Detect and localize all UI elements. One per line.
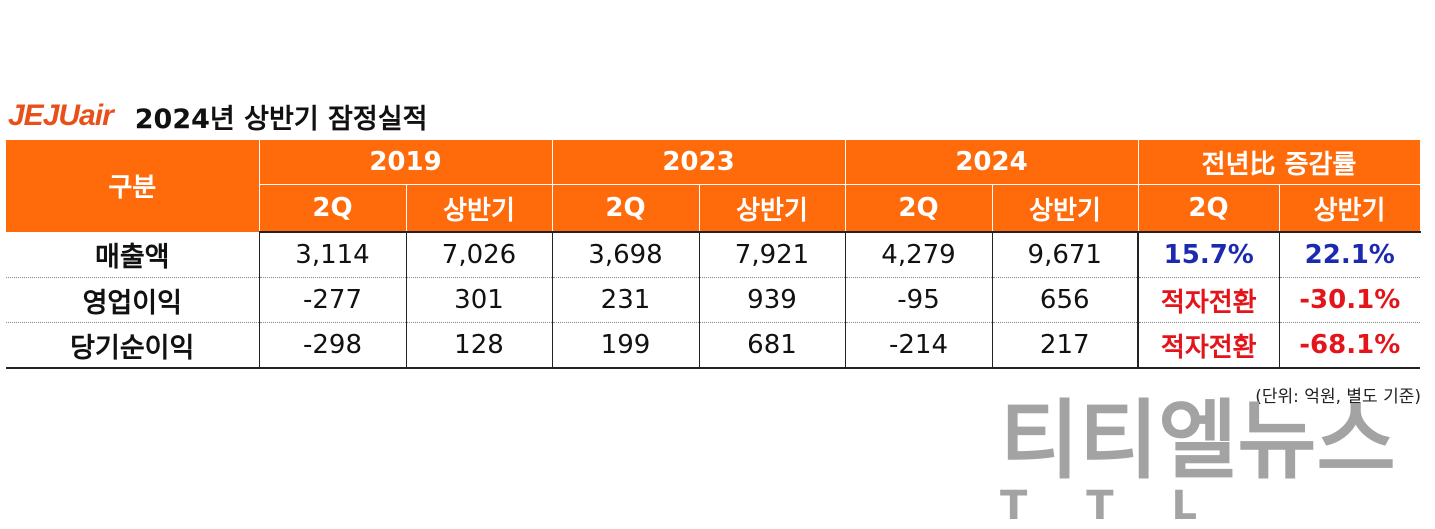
subheader-2024-half: 상반기 xyxy=(991,184,1139,233)
subheader-yoy-half: 상반기 xyxy=(1278,184,1421,233)
table-cell: 3,114 xyxy=(258,232,406,278)
yoy-cell: 22.1% xyxy=(1278,232,1420,278)
watermark-sub: TTL xyxy=(1000,483,1255,529)
table-cell: 7,026 xyxy=(405,232,552,278)
subheader-2019-2q: 2Q xyxy=(258,184,407,233)
subheader-2019-half: 상반기 xyxy=(405,184,553,233)
group-header-2024: 2024 xyxy=(844,139,1139,185)
table-cell: 217 xyxy=(991,322,1138,369)
subheader-yoy-2q: 2Q xyxy=(1137,184,1280,233)
table-row-net-income: 당기순이익 -298 128 199 681 -214 217 적자전환 -68… xyxy=(6,322,1420,369)
watermark-logo: 티티엘뉴스 xyxy=(1000,391,1396,491)
yoy-cell: 15.7% xyxy=(1137,232,1279,278)
table-cell: -277 xyxy=(258,277,406,323)
table-cell: 656 xyxy=(991,277,1138,323)
yoy-cell: -68.1% xyxy=(1278,322,1420,369)
table-row-revenue: 매출액 3,114 7,026 3,698 7,921 4,279 9,671 … xyxy=(6,232,1420,278)
unit-note: (단위: 억원, 별도 기준) xyxy=(1255,387,1421,407)
table-row-operating-profit: 영업이익 -277 301 231 939 -95 656 적자전환 -30.1… xyxy=(6,277,1420,323)
group-header-2019: 2019 xyxy=(258,139,553,185)
table-cell: 4,279 xyxy=(844,232,992,278)
table-cell: -95 xyxy=(844,277,992,323)
group-header-2023: 2023 xyxy=(551,139,846,185)
table-cell: 128 xyxy=(405,322,552,369)
table-cell: 231 xyxy=(551,277,699,323)
table-cell: 199 xyxy=(551,322,699,369)
table-cell: 681 xyxy=(698,322,845,369)
row-label: 영업이익 xyxy=(6,277,259,323)
table-cell: -298 xyxy=(258,322,406,369)
yoy-cell: 적자전환 xyxy=(1137,277,1279,323)
yoy-cell: -30.1% xyxy=(1278,277,1420,323)
corner-header: 구분 xyxy=(6,139,260,233)
page-title: 2024년 상반기 잠정실적 xyxy=(134,103,428,135)
table-cell: -214 xyxy=(844,322,992,369)
yoy-cell: 적자전환 xyxy=(1137,322,1279,369)
group-header-yoy: 전년比 증감률 xyxy=(1137,139,1421,185)
table-cell: 301 xyxy=(405,277,552,323)
report-header: JEJUair 2024년 상반기 잠정실적 xyxy=(8,96,427,136)
row-label: 매출액 xyxy=(6,232,259,278)
jejuair-logo: JEJUair xyxy=(8,99,114,132)
subheader-2023-2q: 2Q xyxy=(551,184,700,233)
table-cell: 939 xyxy=(698,277,845,323)
row-label: 당기순이익 xyxy=(6,322,259,369)
earnings-table: 구분 2019 2023 2024 전년比 증감률 2Q 상반기 2Q 상반기 … xyxy=(6,139,1421,369)
subheader-2023-half: 상반기 xyxy=(698,184,846,233)
table-cell: 3,698 xyxy=(551,232,699,278)
subheader-2024-2q: 2Q xyxy=(844,184,993,233)
table-cell: 9,671 xyxy=(991,232,1138,278)
table-cell: 7,921 xyxy=(698,232,845,278)
